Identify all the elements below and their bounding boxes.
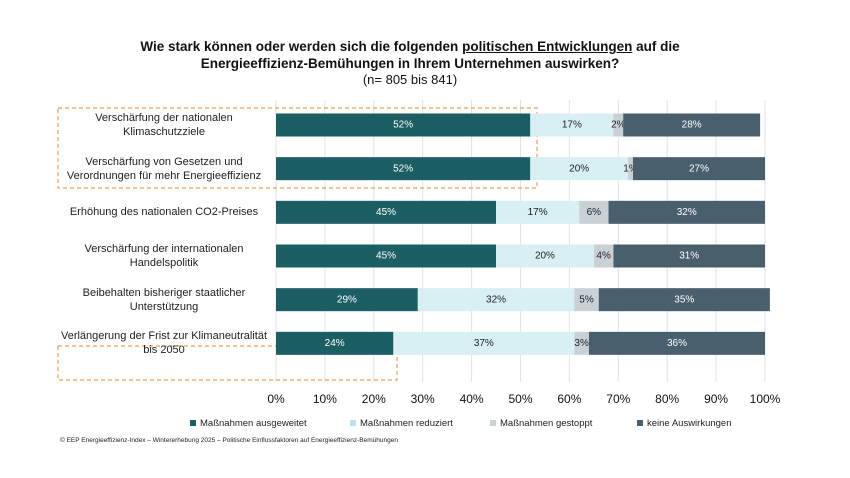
category-label: Verlängerung der Frist zur Klimaneutrali… [60,330,268,357]
bar-segment [496,244,594,268]
x-tick-label: 20% [362,392,386,406]
value-label: 24% [325,338,345,349]
category-label: Verschärfung der nationalen Klimaschutzz… [95,112,233,138]
bar-segment [613,113,624,137]
legend-item: keine Auswirkungen [637,418,732,429]
legend-label: keine Auswirkungen [647,418,732,429]
x-tick-label: 90% [704,392,728,406]
value-label: 45% [376,207,396,218]
value-label: 32% [677,207,697,218]
bar-segment [530,157,629,181]
value-label: 37% [474,338,494,349]
legend-label: Maßnahmen ausgeweitet [200,418,307,429]
bar-segment [632,157,765,181]
bar-segment [593,244,614,268]
x-tick-label: 40% [460,392,484,406]
bar-segment [628,157,633,181]
value-label: 1% [623,163,638,174]
value-label: 35% [674,294,694,305]
value-label: 20% [535,251,555,262]
bar-segment [496,200,580,224]
bar-segment [276,200,497,224]
legend-label: Maßnahmen gestoppt [500,418,593,429]
x-tick-label: 80% [655,392,679,406]
bar-segment [574,288,599,312]
bar-segment [276,331,394,355]
legend-swatch [637,420,643,426]
x-tick-label: 0% [267,392,285,406]
bar-segment [276,113,531,137]
category-label: Erhöhung des nationalen CO2-Preises [69,206,259,219]
category-label: Verschärfung von Gesetzen und Verordnung… [66,155,262,182]
value-label: 27% [689,163,709,174]
x-tick-label: 30% [411,392,435,406]
legend-label: Maßnahmen reduziert [360,418,453,429]
value-label: 4% [596,251,611,262]
bar-segment [613,244,765,268]
value-label: 28% [682,120,702,131]
value-label: 20% [569,163,589,174]
bar-segment [579,200,609,224]
title-emphasis: politischen Entwicklungen [462,39,633,54]
value-label: 6% [587,207,602,218]
legend-swatch [350,420,356,426]
bar-segment [276,157,531,181]
highlight-box [57,107,538,189]
value-label: 52% [393,163,413,174]
value-label: 45% [376,251,396,262]
bar-segment [608,200,765,224]
bar-segment [276,244,497,268]
legend-swatch [190,420,196,426]
bar-segment [574,331,589,355]
bar-segment [276,288,418,312]
x-tick-label: 70% [606,392,630,406]
value-label: 17% [562,120,582,131]
x-tick-label: 100% [750,392,781,406]
value-label: 29% [337,294,357,305]
value-label: 17% [528,207,548,218]
highlight-box [57,345,398,381]
legend-item: Maßnahmen gestoppt [490,418,592,429]
x-tick-label: 60% [557,392,581,406]
title-part: Wie stark können oder werden sich die fo… [140,39,459,54]
value-label: 52% [393,120,413,131]
bar-segment [393,331,575,355]
category-label: Verschärfung der internationalen Handels… [84,243,244,269]
value-label: 36% [667,338,687,349]
value-label: 2% [611,120,626,131]
value-label: 31% [679,251,699,262]
bar-segment [588,331,765,355]
bar-segment [530,113,614,137]
bar-segment [598,288,770,312]
title-part: auf die Energieeffizienz-Bemühungen in I… [200,39,680,71]
legend-item: Maßnahmen ausgeweitet [190,418,307,429]
bar-segment [417,288,575,312]
bar-segment [623,113,761,137]
legend-swatch [490,420,496,426]
x-tick-label: 50% [508,392,532,406]
category-label: Beibehalten bisheriger staatlicher Unter… [82,286,246,313]
value-label: 5% [579,294,594,305]
x-tick-label: 10% [313,392,337,406]
footer: © EEP Energieeffizienz-Index – Wintererh… [60,437,398,444]
value-label: 3% [574,338,589,349]
chart-subtitle: (n= 805 bis 841) [362,72,458,87]
value-label: 32% [486,294,506,305]
legend-item: Maßnahmen reduziert [350,418,453,429]
chart-title: Wie stark können oder werden sich die fo… [140,38,680,72]
